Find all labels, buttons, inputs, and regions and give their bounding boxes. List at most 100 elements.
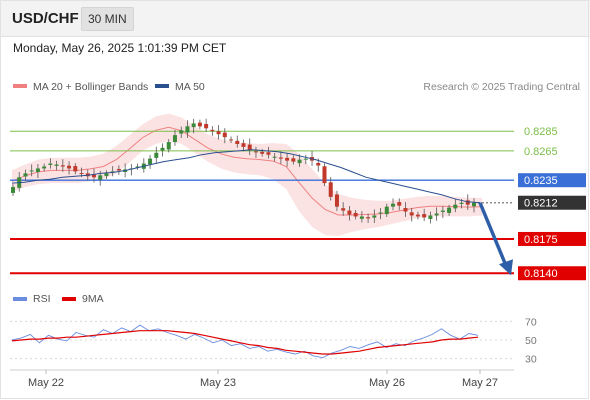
- forecast-arrow-head: [499, 259, 513, 276]
- candle-body: [11, 187, 15, 193]
- candle-body: [54, 164, 59, 166]
- current-price-label: 0.8212: [524, 198, 558, 210]
- chart-header: USD/CHF 30 MIN: [0, 0, 590, 37]
- x-tick-label: May 27: [462, 377, 498, 389]
- candle-body: [191, 123, 196, 128]
- candle-body: [241, 143, 246, 147]
- candle-body: [67, 165, 72, 169]
- candle-body: [459, 202, 464, 204]
- pivot-tag: [518, 173, 586, 188]
- legend-bollinger: MA 20 + Bollinger Bands: [33, 81, 148, 93]
- resistance-label: 0.8265: [524, 146, 558, 158]
- chart-datetime: Monday, May 26, 2025 1:01:39 PM CET: [13, 41, 227, 55]
- support-tag: [518, 231, 586, 246]
- candle-body: [285, 157, 290, 161]
- candle-body: [347, 210, 352, 215]
- candle-body: [366, 217, 371, 219]
- rsi-line: [11, 324, 479, 359]
- ma50-line: [11, 149, 481, 204]
- candle-body: [266, 152, 271, 155]
- candle-body: [472, 202, 476, 207]
- legend-swatch-bollinger: [13, 84, 27, 88]
- bollinger-band: [12, 113, 482, 236]
- candle-body: [415, 214, 420, 217]
- candle-body: [166, 142, 171, 150]
- candle-body: [447, 207, 452, 213]
- candle-body: [73, 166, 78, 172]
- rsi-tick-label: 50: [525, 335, 537, 347]
- x-tick-label: May 26: [369, 377, 405, 389]
- candle-body: [91, 174, 96, 178]
- rsi-ma-line: [11, 330, 479, 355]
- ma50-line-group: [11, 149, 481, 204]
- candle-body: [422, 214, 427, 218]
- candle-body: [353, 212, 358, 217]
- candle-body: [428, 215, 433, 219]
- candle-body: [334, 194, 339, 207]
- resistance-label: 0.8285: [524, 126, 558, 138]
- candle-body: [316, 162, 321, 166]
- candle-body: [434, 213, 439, 216]
- candle-body: [453, 204, 458, 209]
- candle-body: [104, 173, 109, 177]
- candle-body: [409, 212, 414, 216]
- candle-body: [229, 139, 234, 141]
- legend-swatch-ma50: [155, 84, 169, 88]
- forecast-arrow-shaft: [478, 202, 507, 264]
- candle-body: [291, 158, 296, 162]
- candle-body: [253, 151, 258, 153]
- candle-body: [60, 165, 65, 167]
- candle-body: [278, 157, 283, 159]
- candle-body: [79, 172, 84, 174]
- timeframe-button[interactable]: 30 MIN: [81, 7, 134, 31]
- support-label: 0.8175: [524, 234, 558, 246]
- rsi-panel: 70 50 30: [10, 316, 537, 366]
- support-tag: [518, 266, 586, 281]
- credit-text: Research © 2025 Trading Central: [423, 81, 580, 93]
- candle-body: [247, 144, 252, 150]
- legend-ma50: MA 50: [175, 81, 205, 93]
- candle-body: [185, 126, 190, 133]
- candle-body: [154, 152, 159, 158]
- candle-body: [403, 208, 408, 212]
- candle-body: [322, 166, 327, 184]
- rsi-tick-label: 70: [525, 316, 537, 328]
- candle-body: [341, 208, 346, 211]
- candle-body: [48, 163, 53, 165]
- candle-body: [160, 147, 165, 151]
- x-tick-label: May 22: [28, 377, 64, 389]
- candle-body: [235, 140, 240, 144]
- candle-body: [148, 158, 153, 165]
- candle-body: [465, 200, 470, 205]
- candle-body: [179, 130, 184, 134]
- legend-swatch-rsi: [13, 297, 27, 301]
- candle-body: [303, 158, 308, 160]
- candle-body: [297, 159, 302, 164]
- candle-body: [98, 175, 103, 180]
- candle-body: [29, 170, 34, 172]
- x-tick-label: May 23: [200, 377, 236, 389]
- candle-body: [23, 173, 28, 177]
- candle-body: [397, 202, 402, 206]
- candle-body: [272, 156, 277, 158]
- candle-body: [391, 203, 396, 207]
- candle-body: [204, 123, 209, 129]
- candle-body: [35, 168, 40, 172]
- candle-body: [384, 206, 389, 215]
- candle-body: [135, 166, 140, 168]
- candle-body: [359, 216, 364, 219]
- pivot-label: 0.8235: [524, 175, 558, 187]
- candle-body: [372, 215, 377, 218]
- candle-body: [116, 169, 121, 171]
- current-price-tag: [518, 195, 586, 210]
- candle-body: [42, 166, 47, 169]
- candle-body: [328, 182, 333, 197]
- support-label: 0.8140: [524, 268, 558, 280]
- forecast-arrow-group: [478, 202, 513, 276]
- candle-body: [210, 129, 215, 132]
- price-level-tags: 0.8285 0.8265 0.8235 0.8212 0.8175 0.8140: [518, 126, 586, 281]
- x-axis: May 22 May 23 May 26 May 27: [28, 370, 498, 389]
- candle-body: [260, 151, 265, 154]
- candle-body: [222, 132, 227, 138]
